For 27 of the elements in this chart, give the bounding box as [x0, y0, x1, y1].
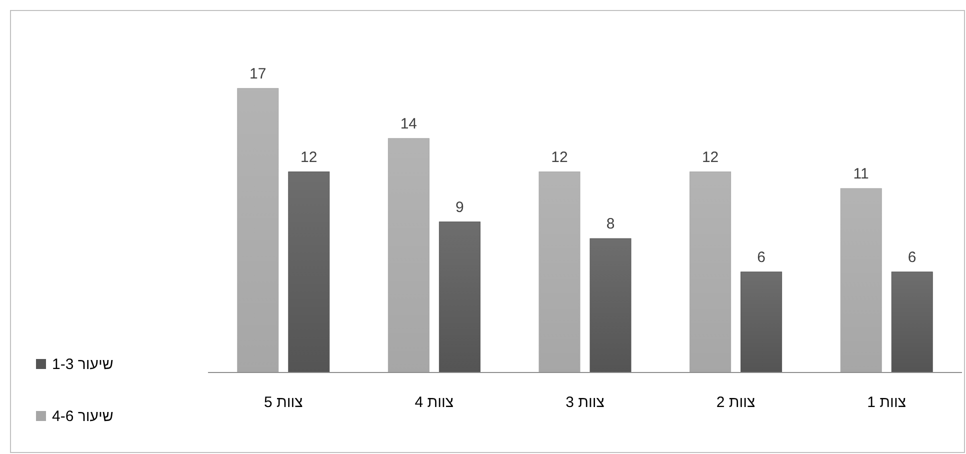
x-tick-label: צוות 5: [264, 394, 303, 411]
x-tick-label: צוות 3: [566, 394, 604, 411]
data-label: 11: [853, 165, 869, 182]
bar: [538, 172, 580, 372]
bar: [891, 272, 933, 372]
bar: [590, 238, 632, 372]
bar: [438, 222, 480, 372]
data-label: 9: [456, 198, 464, 216]
data-label: 6: [757, 248, 766, 266]
bar: [237, 88, 279, 372]
bar: [740, 272, 782, 372]
bar: [690, 172, 732, 372]
data-label: 12: [300, 148, 318, 166]
data-label: 12: [551, 148, 568, 166]
bar: [288, 172, 330, 372]
data-label: 17: [250, 65, 266, 82]
data-label: 6: [908, 248, 916, 266]
data-label: 12: [702, 148, 719, 166]
x-tick-label: צוות 2: [716, 394, 756, 411]
x-tick-label: צוות 1: [867, 394, 906, 411]
data-label: 8: [606, 216, 615, 233]
bar: [388, 138, 430, 372]
legend-label: שיעור 4-6: [52, 408, 114, 425]
bar: [840, 188, 882, 372]
data-label: 14: [400, 115, 418, 132]
legend-label: שיעור 1-3: [52, 356, 114, 373]
x-tick-label: צוות 4: [414, 394, 454, 411]
